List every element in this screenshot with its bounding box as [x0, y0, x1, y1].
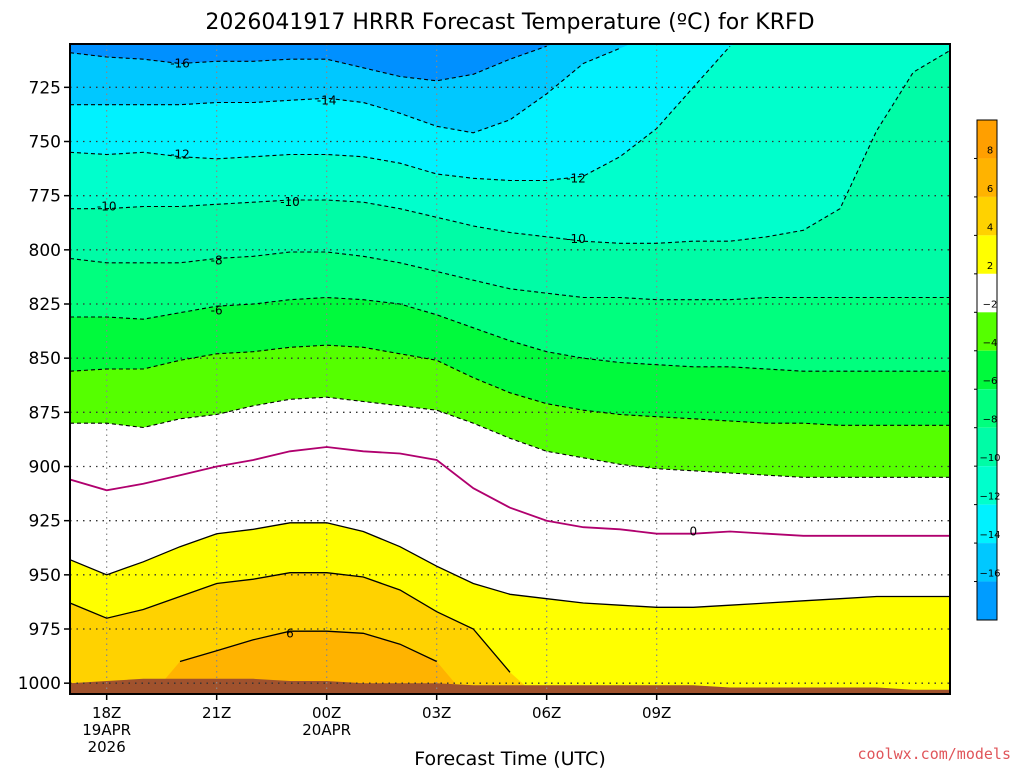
contour-labels: -16 -14 -12 -12 -10 -10 -10 -8 -6 6 0 — [97, 57, 697, 641]
isotherm--10 — [70, 50, 950, 244]
contour-label: -6 — [211, 304, 223, 318]
contour-label: -10 — [97, 200, 117, 214]
x-tick-year: 2026 — [88, 738, 126, 756]
y-tick-label: 850 — [29, 349, 61, 369]
x-tick-date: 20APR — [302, 721, 351, 739]
contour-label: -14 — [317, 93, 337, 107]
colorbar-swatch — [977, 235, 997, 274]
colorbar-swatch — [977, 158, 997, 197]
y-tick-label: 775 — [29, 187, 61, 207]
colorbar: 8 6 4 2 −2 −4 −6 −8 −10 −12 −14 −16 — [974, 119, 1001, 621]
isotherm--16 — [70, 45, 547, 82]
isotherm-6 — [179, 630, 437, 663]
isotherm-2 — [70, 522, 950, 608]
isotherm--12 — [70, 45, 731, 182]
colorbar-swatch — [977, 389, 997, 428]
colorbar-swatch — [977, 120, 997, 159]
isotherm--2 — [70, 396, 950, 478]
colorbar-swatch — [977, 312, 997, 351]
colorbar-label: 2 — [987, 261, 993, 272]
credit-link[interactable]: coolwx.com/models — [857, 745, 1011, 763]
y-tick-label: 800 — [29, 241, 61, 261]
x-tick-date: 19APR — [82, 721, 131, 739]
x-axis-label: Forecast Time (UTC) — [414, 748, 605, 768]
plot-frame — [69, 43, 951, 695]
colorbar-swatch — [977, 427, 997, 467]
contour-label: -12 — [170, 148, 190, 162]
colorbar-swatch — [977, 466, 997, 505]
colorbar-label: 4 — [987, 222, 993, 233]
colorbar-swatch — [977, 273, 997, 313]
contour-label: -16 — [170, 57, 190, 71]
colorbar-label: −4 — [983, 338, 998, 349]
y-axis: 725 750 775 800 825 850 875 900 925 950 975 1000 — [18, 78, 70, 694]
colorbar-label: −12 — [979, 492, 1000, 503]
y-tick-label: 975 — [29, 620, 61, 640]
colorbar-swatch — [977, 196, 997, 236]
x-tick-label: 00Z — [312, 704, 341, 722]
colorbar-label: 6 — [987, 184, 993, 195]
y-tick-label: 725 — [29, 78, 61, 98]
contour-label: 6 — [286, 626, 294, 640]
colorbar-swatch — [977, 581, 997, 620]
isotherm--14 — [70, 47, 621, 134]
colorbar-swatch — [977, 350, 997, 390]
contour-label: -10 — [566, 232, 586, 246]
colorbar-swatch — [977, 543, 997, 582]
y-tick-label: 875 — [29, 403, 61, 423]
isotherm--6 — [70, 296, 950, 372]
colorbar-label: −6 — [983, 376, 998, 387]
colorbar-label: −14 — [979, 530, 1000, 541]
x-tick-label: 09Z — [642, 704, 671, 722]
colorbar-label: −8 — [983, 415, 998, 426]
contour-label: -12 — [566, 171, 586, 185]
plot-area — [70, 44, 950, 694]
isotherm--4 — [70, 344, 950, 426]
colorbar-swatch — [977, 504, 997, 544]
y-tick-label: 825 — [29, 295, 61, 315]
x-tick-label: 21Z — [202, 704, 231, 722]
isotherm-0 — [70, 446, 950, 537]
x-tick-label: 18Z — [92, 704, 121, 722]
chart-title: 2026041917 HRRR Forecast Temperature (ºC… — [205, 10, 814, 35]
colorbar-label: −10 — [979, 453, 1000, 464]
contour-label: 0 — [690, 525, 698, 539]
x-tick-label: 03Z — [422, 704, 451, 722]
y-tick-label: 750 — [29, 133, 61, 153]
isotherm--8 — [70, 251, 950, 301]
x-tick-label: 06Z — [532, 704, 561, 722]
y-tick-label: 900 — [29, 458, 61, 478]
colorbar-label: 8 — [987, 145, 993, 156]
y-tick-label: 950 — [29, 566, 61, 586]
isotherm-lines — [70, 45, 950, 673]
colorbar-frame — [976, 119, 998, 621]
contour-label: -8 — [211, 254, 223, 268]
y-tick-label: 925 — [29, 512, 61, 532]
isotherm-4 — [70, 572, 511, 673]
colorbar-label: −16 — [979, 569, 1000, 580]
surface-ground — [70, 678, 950, 694]
colorbar-label: −2 — [983, 299, 998, 310]
contour-label: -10 — [280, 195, 300, 209]
y-tick-label: 1000 — [18, 674, 61, 694]
